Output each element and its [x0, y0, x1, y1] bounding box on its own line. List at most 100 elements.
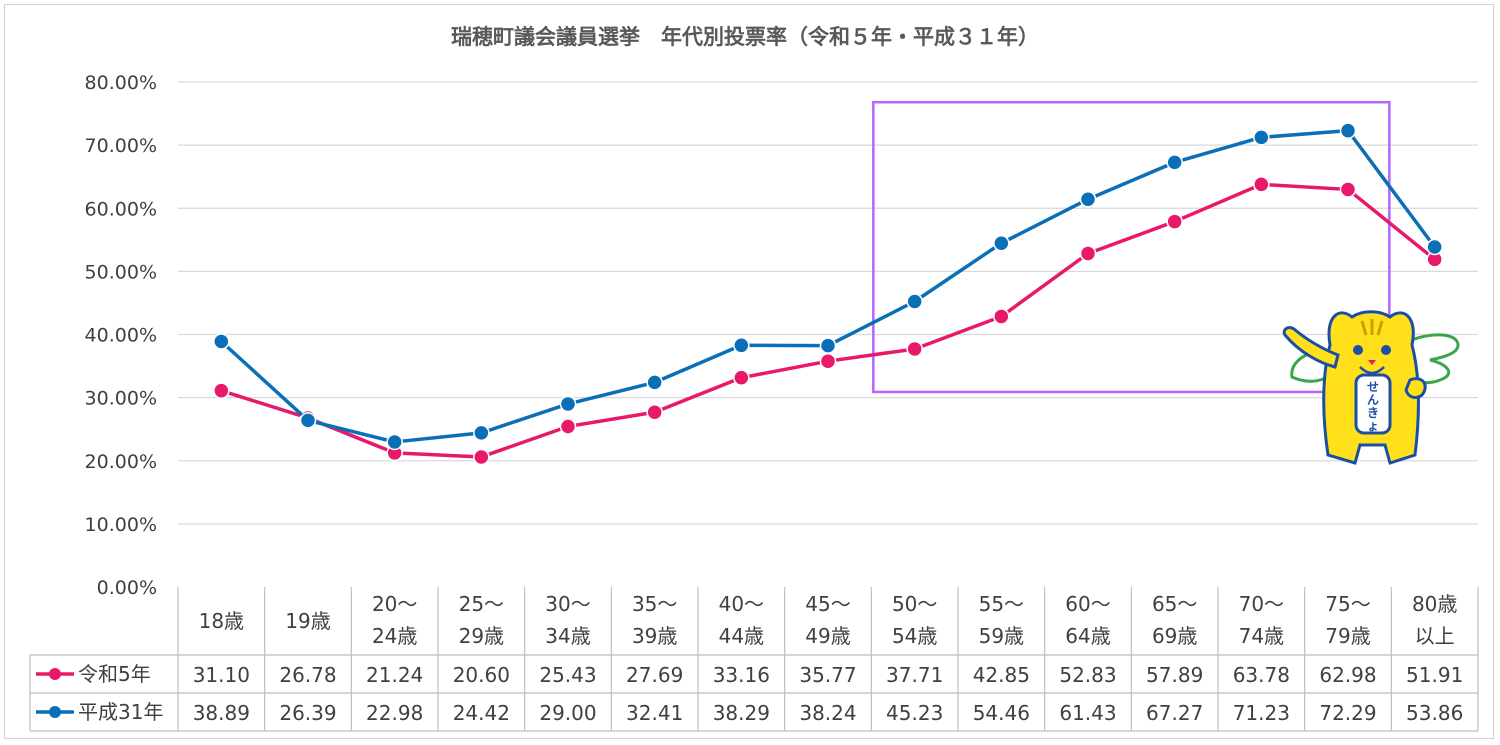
highlight-box — [872, 100, 1391, 394]
data-point — [1426, 238, 1443, 256]
data-value-cell: 21.24 — [366, 663, 423, 687]
data-value-cell: 38.24 — [799, 701, 856, 725]
category-label: 45～ — [805, 592, 850, 616]
data-point — [906, 293, 923, 310]
category-label: 60～ — [1065, 592, 1110, 616]
chart-frame — [4, 4, 1494, 739]
category-label: 49歳 — [805, 624, 850, 648]
data-value-cell: 38.89 — [193, 701, 250, 725]
category-label: 64歳 — [1065, 624, 1110, 648]
data-value-cell: 22.98 — [366, 701, 423, 725]
category-label: 74歳 — [1239, 624, 1284, 648]
data-value-cell: 29.00 — [539, 701, 596, 725]
data-value-cell: 25.43 — [539, 663, 596, 687]
data-point — [1166, 213, 1183, 230]
category-label: 39歳 — [632, 624, 677, 648]
y-tick-label: 80.00% — [85, 72, 157, 94]
data-point — [559, 395, 577, 413]
data-value-cell: 42.85 — [973, 663, 1030, 687]
legend-label: 令和5年 — [78, 662, 151, 686]
category-label: 34歳 — [545, 624, 590, 648]
chart-title: 瑞穂町議会議員選挙 年代別投票率（令和５年・平成３１年） — [451, 25, 1039, 49]
mascot-sign-char-2: ん — [1367, 393, 1379, 407]
data-point — [1079, 245, 1097, 262]
y-tick-label: 60.00% — [85, 198, 157, 220]
data-point — [1079, 190, 1097, 208]
data-point — [1339, 181, 1357, 198]
data-value-cell: 62.98 — [1319, 663, 1376, 687]
data-point — [213, 382, 230, 399]
data-point — [993, 308, 1010, 325]
data-value-cell: 54.46 — [973, 701, 1030, 725]
y-tick-label: 70.00% — [85, 135, 157, 157]
legend-label: 平成31年 — [78, 700, 163, 724]
y-tick-label: 20.00% — [85, 451, 157, 473]
data-point — [906, 340, 923, 358]
data-value-cell: 35.77 — [799, 663, 856, 687]
y-tick-label: 40.00% — [85, 325, 157, 347]
y-tick-label: 30.00% — [85, 388, 157, 410]
y-tick-label: 0.00% — [97, 577, 157, 599]
series-layer — [213, 122, 1443, 466]
data-value-cell: 52.83 — [1059, 663, 1116, 687]
category-label: 30～ — [545, 592, 590, 616]
category-label: 80歳 — [1412, 592, 1457, 616]
y-axis-ticks: 0.00% 10.00% 20.00% 30.00% 40.00% 50.00% 60.00… — [85, 72, 157, 599]
category-label: 69歳 — [1152, 624, 1197, 648]
data-point — [1253, 176, 1270, 193]
highlight-box-layer — [872, 100, 1391, 394]
data-point — [819, 337, 837, 354]
category-label: 40～ — [719, 592, 764, 616]
data-value-cell: 53.86 — [1406, 701, 1463, 725]
data-value-cell: 26.78 — [279, 663, 336, 687]
series-line — [220, 128, 1437, 444]
legend-marker — [49, 668, 61, 680]
data-value-cell: 38.29 — [713, 701, 770, 725]
data-value-cell: 20.60 — [453, 663, 510, 687]
category-label: 79歳 — [1325, 624, 1370, 648]
data-point — [473, 424, 490, 442]
category-label: 25～ — [459, 592, 504, 616]
data-value-cell: 33.16 — [713, 663, 770, 687]
data-point — [386, 433, 403, 451]
data-point — [733, 369, 750, 386]
mascot-sign-char-4: ょ — [1367, 419, 1379, 433]
category-label: 20～ — [372, 592, 417, 616]
data-value-cell: 51.91 — [1406, 663, 1463, 687]
category-label: 35～ — [632, 592, 677, 616]
data-point — [559, 418, 577, 435]
data-value-cell: 45.23 — [886, 701, 943, 725]
data-point — [993, 234, 1010, 252]
data-value-cell: 63.78 — [1233, 663, 1290, 687]
category-label: 29歳 — [459, 624, 504, 648]
data-value-cell: 27.69 — [626, 663, 683, 687]
data-point — [819, 352, 837, 370]
mascot-sign-char-3: き — [1367, 406, 1379, 420]
data-value-cell: 31.10 — [193, 663, 250, 687]
grid-lines — [178, 81, 1478, 525]
data-value-cell: 26.39 — [279, 701, 336, 725]
data-value-cell: 72.29 — [1319, 701, 1376, 725]
data-value-cell: 37.71 — [886, 663, 943, 687]
mascot-sign-char-1: せ — [1367, 380, 1379, 394]
data-value-cell: 61.43 — [1059, 701, 1116, 725]
category-label: 19歳 — [285, 609, 330, 633]
category-label: 59歳 — [979, 624, 1024, 648]
mascot-illustration: せ ん き ょ — [1282, 310, 1460, 465]
data-point — [646, 403, 663, 421]
legend-marker — [49, 706, 61, 718]
data-point — [1166, 154, 1183, 171]
category-label: 54歳 — [892, 624, 937, 648]
category-label: 以上 — [1415, 624, 1455, 648]
category-label: 18歳 — [199, 609, 244, 633]
data-value-cell: 57.89 — [1146, 663, 1203, 687]
data-point — [299, 412, 317, 429]
data-value-cell: 67.27 — [1146, 701, 1203, 725]
data-point — [646, 374, 663, 391]
data-point — [733, 337, 750, 354]
category-label: 75～ — [1325, 592, 1370, 616]
category-label: 55～ — [979, 592, 1024, 616]
data-point — [1253, 129, 1270, 146]
data-table: 18歳 19歳 20～ 24歳 25～ 29歳 30～ 34歳 35～ 39歳 40～ 44歳 45～ 4… — [29, 587, 1479, 732]
